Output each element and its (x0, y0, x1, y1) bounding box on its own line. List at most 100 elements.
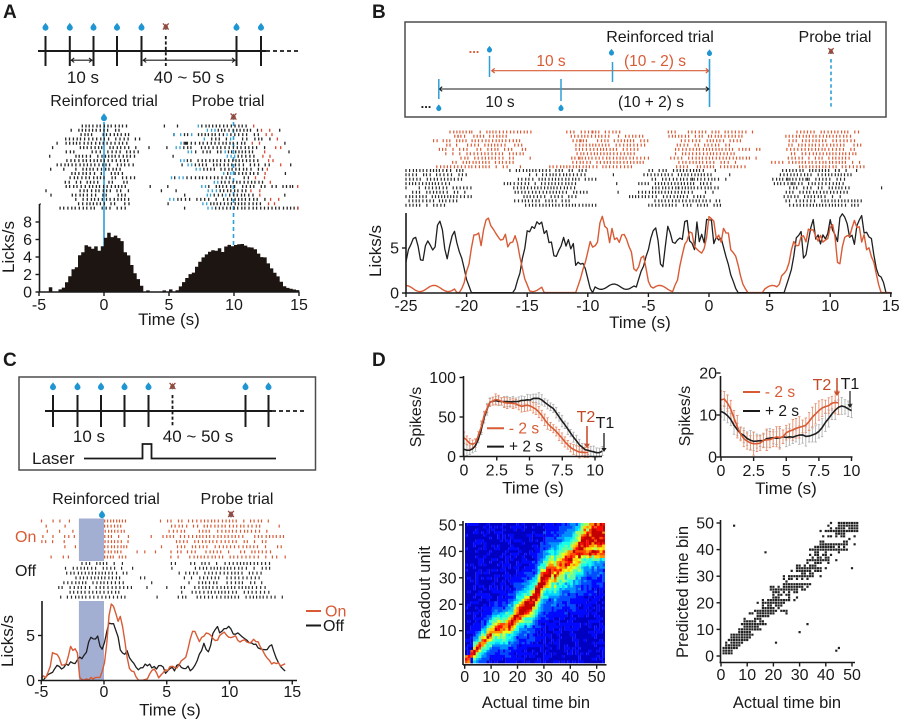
svg-text:2.5: 2.5 (743, 463, 765, 480)
svg-text:50: 50 (438, 410, 456, 427)
svg-text:6: 6 (23, 232, 32, 249)
svg-text:30: 30 (791, 667, 809, 684)
svg-text:T1: T1 (841, 376, 860, 393)
svg-text:Probe trial: Probe trial (201, 491, 274, 508)
svg-text:50: 50 (696, 516, 714, 533)
svg-text:(10 - 2) s: (10 - 2) s (624, 53, 686, 70)
svg-text:40: 40 (696, 542, 714, 559)
svg-text:2: 2 (23, 267, 32, 284)
svg-text:15: 15 (283, 684, 301, 701)
svg-text:- 2 s: - 2 s (765, 384, 795, 401)
svg-text:10 s: 10 s (536, 53, 566, 70)
svg-text:10: 10 (821, 298, 839, 315)
svg-text:20: 20 (696, 595, 714, 612)
svg-text:30: 30 (696, 569, 714, 586)
svg-text:Spikes/s: Spikes/s (677, 386, 694, 446)
svg-text:40: 40 (439, 544, 457, 561)
svg-text:Probe trial: Probe trial (799, 29, 872, 46)
svg-text:4: 4 (23, 250, 32, 267)
svg-text:0: 0 (100, 297, 109, 314)
svg-text:5: 5 (26, 628, 35, 645)
svg-text:5: 5 (765, 298, 774, 315)
svg-text:7.5: 7.5 (551, 463, 573, 480)
svg-text:5: 5 (782, 463, 791, 480)
svg-text:Off: Off (15, 563, 37, 580)
svg-text:15: 15 (290, 297, 308, 314)
svg-text:Time (s): Time (s) (502, 479, 564, 498)
svg-text:30: 30 (439, 570, 457, 587)
svg-text:5: 5 (162, 684, 171, 701)
svg-text:-25: -25 (394, 298, 417, 315)
svg-text:-10: -10 (576, 298, 599, 315)
svg-text:+ 2 s: + 2 s (509, 439, 543, 456)
svg-text:0: 0 (717, 463, 726, 480)
svg-text:10: 10 (221, 684, 239, 701)
svg-text:7.5: 7.5 (808, 463, 830, 480)
svg-text:Time (s): Time (s) (139, 701, 201, 720)
svg-text:-15: -15 (516, 298, 539, 315)
svg-text:A: A (3, 2, 17, 23)
svg-text:Off: Off (323, 618, 345, 635)
svg-text:Time (s): Time (s) (609, 313, 671, 332)
svg-text:40: 40 (817, 667, 835, 684)
svg-text:0: 0 (705, 649, 714, 666)
svg-text:5: 5 (390, 241, 399, 258)
svg-text:2.5: 2.5 (486, 463, 508, 480)
svg-text:5: 5 (525, 463, 534, 480)
svg-text:5: 5 (165, 297, 174, 314)
svg-text:0: 0 (705, 298, 714, 315)
svg-text:-5: -5 (641, 298, 655, 315)
svg-text:Time (s): Time (s) (755, 479, 817, 498)
svg-text:0: 0 (390, 286, 399, 303)
svg-text:Licks/s: Licks/s (0, 221, 18, 273)
svg-text:Readout unit: Readout unit (416, 546, 434, 640)
svg-text:(10 + 2) s: (10 + 2) s (618, 94, 684, 111)
svg-text:10: 10 (586, 463, 604, 480)
svg-text:20: 20 (765, 667, 783, 684)
svg-text:10 s: 10 s (73, 427, 105, 446)
svg-text:D: D (372, 350, 386, 371)
svg-text:Spikes/s: Spikes/s (408, 387, 425, 447)
svg-text:Predicted time bin: Predicted time bin (674, 526, 692, 658)
svg-text:10: 10 (738, 667, 756, 684)
svg-text:...: ... (421, 96, 432, 111)
svg-text:10 s: 10 s (67, 68, 99, 87)
svg-text:40 ~ 50 s: 40 ~ 50 s (163, 427, 233, 446)
svg-text:Reinforced trial: Reinforced trial (52, 491, 160, 508)
svg-text:10: 10 (225, 297, 243, 314)
svg-text:50: 50 (843, 667, 861, 684)
svg-text:20: 20 (699, 366, 717, 383)
svg-text:15: 15 (882, 298, 900, 315)
svg-text:10: 10 (439, 623, 457, 640)
svg-text:Licks/s: Licks/s (366, 225, 385, 277)
svg-text:T1: T1 (596, 415, 615, 432)
svg-text:20: 20 (509, 669, 527, 686)
svg-text:T2: T2 (577, 409, 596, 426)
svg-text:0: 0 (100, 684, 109, 701)
svg-text:0: 0 (26, 673, 35, 690)
svg-text:-5: -5 (34, 684, 48, 701)
svg-text:Probe trial: Probe trial (192, 93, 265, 110)
svg-text:10: 10 (482, 669, 500, 686)
svg-text:On: On (15, 529, 36, 546)
svg-text:0: 0 (717, 667, 726, 684)
svg-text:100: 100 (429, 370, 456, 387)
svg-text:+ 2 s: + 2 s (765, 403, 799, 420)
svg-text:10: 10 (696, 622, 714, 639)
svg-text:50: 50 (588, 669, 606, 686)
svg-text:20: 20 (439, 597, 457, 614)
svg-text:0: 0 (460, 669, 469, 686)
svg-text:10: 10 (843, 463, 861, 480)
svg-text:Reinforced trial: Reinforced trial (606, 29, 714, 46)
svg-text:B: B (372, 2, 386, 23)
svg-text:- 2 s: - 2 s (509, 421, 539, 438)
svg-text:30: 30 (535, 669, 553, 686)
svg-text:...: ... (469, 41, 480, 56)
svg-text:8: 8 (23, 215, 32, 232)
svg-text:-5: -5 (32, 297, 46, 314)
svg-text:0: 0 (708, 450, 717, 467)
svg-text:10 s: 10 s (485, 94, 515, 111)
svg-text:40: 40 (561, 669, 579, 686)
svg-text:-20: -20 (455, 298, 478, 315)
svg-text:10: 10 (699, 408, 717, 425)
